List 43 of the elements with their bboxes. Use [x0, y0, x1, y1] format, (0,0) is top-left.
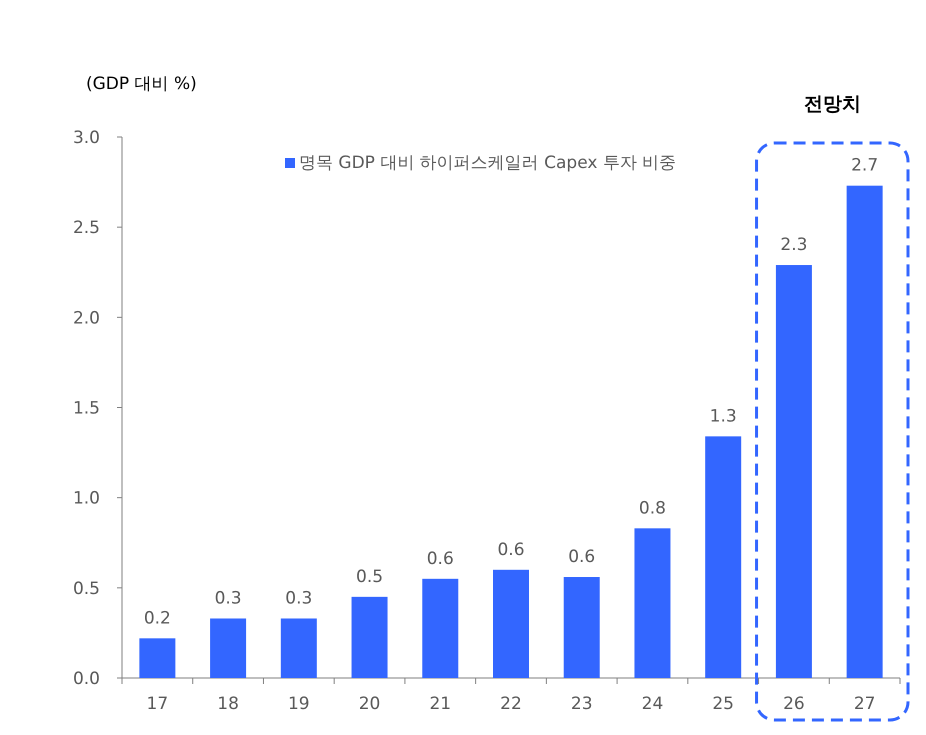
y-tick-label: 2.5: [72, 218, 100, 238]
y-tick-label: 0.5: [72, 578, 100, 599]
x-tick-label: 27: [854, 694, 876, 714]
x-tick-label: 19: [288, 694, 310, 714]
data-label: 0.8: [638, 498, 666, 518]
data-label: 0.3: [214, 588, 242, 608]
bar: [352, 596, 388, 678]
bar: [210, 618, 246, 678]
data-label: 2.3: [780, 235, 808, 256]
y-axis-title: (GDP 대비 %): [86, 74, 197, 94]
data-label: 0.3: [285, 588, 312, 608]
y-tick-label: 2.0: [72, 308, 100, 328]
bar: [139, 638, 176, 678]
data-label: 0.2: [144, 608, 171, 628]
x-tick-label: 23: [570, 694, 593, 714]
bar: [564, 577, 600, 678]
bar: [776, 265, 812, 678]
x-tick-label: 21: [429, 694, 452, 714]
data-label: 0.5: [356, 566, 384, 587]
data-label: 0.6: [497, 540, 525, 560]
bar: [846, 186, 883, 678]
y-tick-label: 1.0: [72, 488, 100, 509]
legend-label: 명목 GDP 대비 하이퍼스케일러 Capex 투자 비중: [299, 153, 676, 173]
y-tick-label: 0.0: [72, 669, 100, 689]
y-tick-label: 1.5: [72, 398, 100, 418]
bar: [422, 578, 458, 678]
bar: [634, 528, 670, 678]
x-tick-label: 26: [783, 694, 805, 714]
bar: [280, 618, 317, 678]
x-tick-label: 20: [358, 694, 380, 714]
x-tick-label: 25: [712, 694, 734, 714]
data-label: 2.7: [851, 156, 878, 176]
x-tick-label: 17: [146, 694, 168, 714]
x-tick-label: 24: [642, 694, 664, 714]
x-tick-label: 22: [500, 694, 522, 714]
x-tick-label: 18: [217, 694, 239, 714]
data-label: 1.3: [710, 406, 737, 426]
bar: [493, 570, 529, 678]
y-tick-label: 3.0: [72, 128, 100, 148]
data-label: 0.6: [426, 548, 454, 569]
text: 전망치: [804, 93, 861, 115]
bar: [705, 436, 742, 678]
data-label: 0.6: [568, 547, 596, 568]
